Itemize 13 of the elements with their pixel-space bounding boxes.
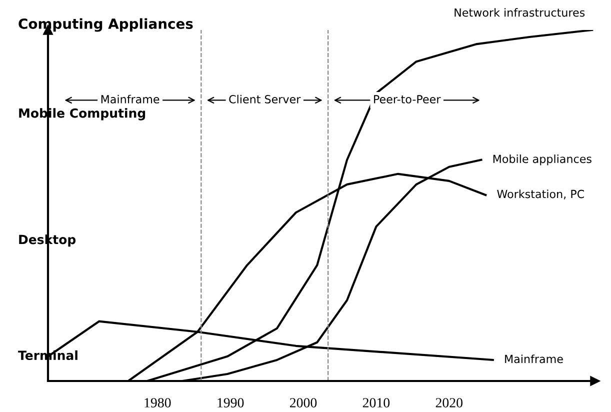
series-label: Mobile appliances (493, 154, 592, 166)
annotation: Peer-to-Peer (374, 95, 441, 104)
x-tick-label: 1990 (218, 398, 244, 408)
annotation: Client Server (229, 94, 301, 104)
series-label: Network infrastructures (454, 8, 585, 17)
x-tick-label: 2000 (290, 398, 317, 408)
series-label: Workstation, PC (497, 190, 584, 200)
annotation: Mainframe (101, 94, 160, 104)
x-tick-label: 1980 (144, 398, 171, 408)
series-label: Mainframe (505, 354, 563, 364)
y-axis-title: Computing Appliances (18, 18, 193, 32)
x-tick-label: 2010 (362, 398, 390, 408)
x-tick-label: 2020 (436, 398, 462, 408)
